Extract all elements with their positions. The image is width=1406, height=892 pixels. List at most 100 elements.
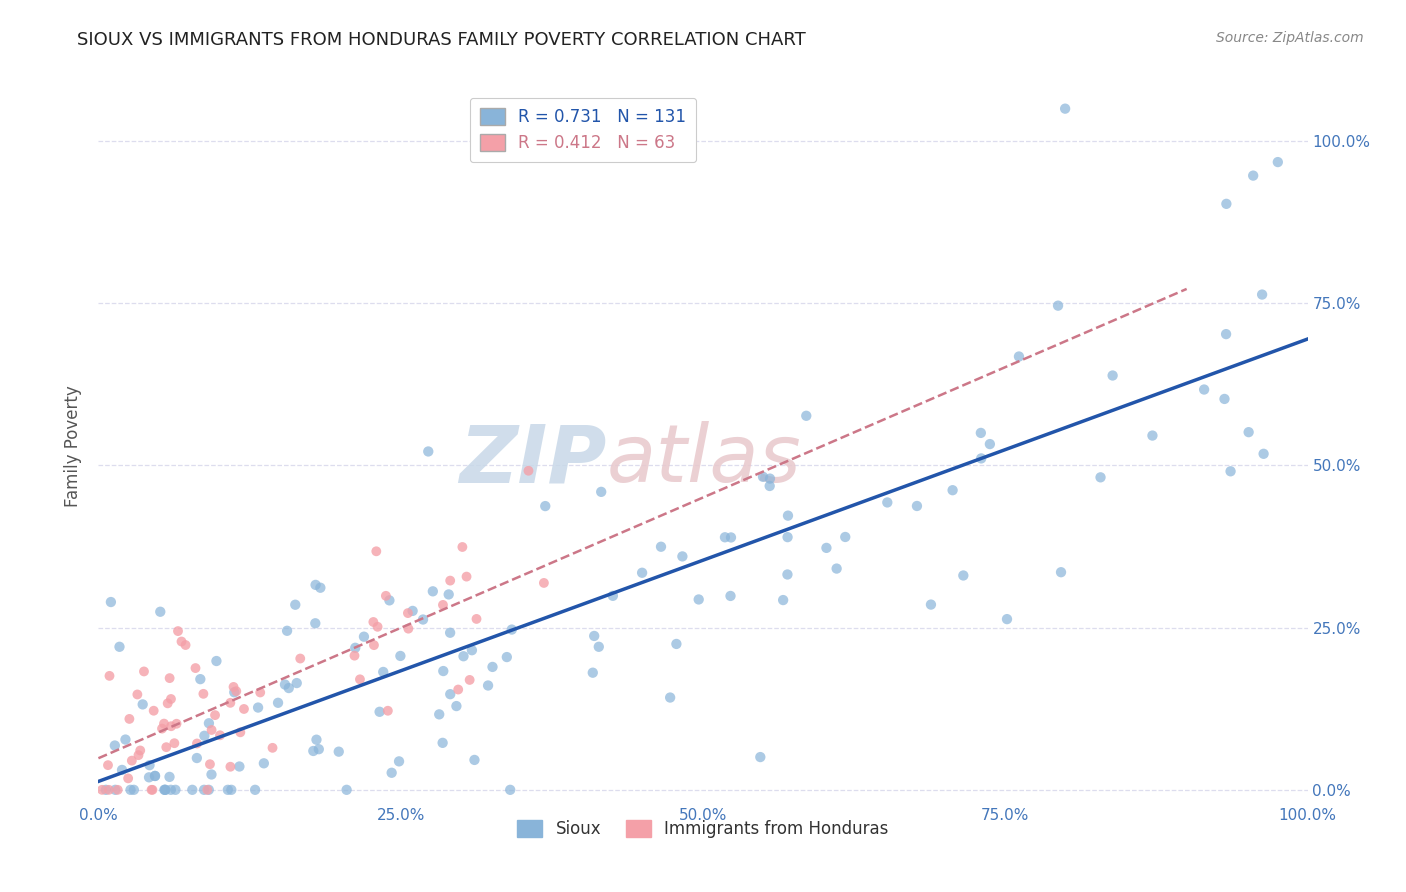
Point (583, 629, 606, 643)
Point (138, 758, 160, 772)
Point (481, 660, 503, 674)
Point (461, 643, 484, 657)
Point (138, 770, 160, 784)
Point (153, 782, 176, 797)
Point (659, 690, 682, 705)
Text: Source: ZipAtlas.com: Source: ZipAtlas.com (1216, 31, 1364, 45)
Point (588, 640, 610, 654)
Point (141, 782, 163, 797)
Point (1054, 102, 1077, 116)
Point (1047, 299, 1070, 313)
Point (772, 593, 794, 607)
Point (477, 678, 499, 692)
Point (290, 651, 312, 665)
Point (159, 671, 181, 685)
Point (274, 677, 297, 691)
Point (1192, 383, 1215, 397)
Point (1213, 392, 1236, 406)
Point (120, 782, 142, 797)
Point (121, 754, 143, 768)
Point (377, 704, 399, 718)
Point (114, 732, 136, 747)
Point (262, 740, 284, 755)
Point (447, 682, 470, 697)
Y-axis label: Family Poverty: Family Poverty (65, 385, 83, 507)
Point (451, 540, 474, 554)
Point (671, 549, 693, 564)
Point (714, 530, 737, 544)
Point (193, 687, 215, 701)
Point (517, 464, 540, 478)
Point (153, 782, 176, 797)
Point (752, 470, 775, 484)
Point (143, 769, 166, 783)
Point (284, 598, 307, 612)
Point (97, 782, 120, 797)
Point (104, 739, 127, 753)
Point (170, 634, 193, 648)
Point (353, 630, 375, 644)
Point (776, 567, 799, 582)
Point (439, 625, 461, 640)
Point (100, 595, 122, 609)
Point (979, 437, 1001, 451)
Point (427, 707, 450, 722)
Point (193, 729, 215, 743)
Point (422, 584, 444, 599)
Point (155, 782, 177, 797)
Point (453, 649, 475, 664)
Legend: Sioux, Immigrants from Honduras: Sioux, Immigrants from Honduras (510, 813, 896, 845)
Point (1008, 350, 1031, 364)
Point (186, 737, 208, 751)
Point (118, 712, 141, 726)
Point (970, 425, 993, 440)
Point (759, 472, 782, 486)
Point (166, 716, 188, 731)
Point (363, 615, 385, 629)
Point (193, 782, 215, 797)
Point (200, 723, 222, 737)
Point (876, 495, 898, 509)
Point (1050, 565, 1073, 579)
Point (132, 665, 155, 679)
Point (127, 748, 149, 763)
Point (432, 598, 454, 612)
Point (1215, 197, 1237, 211)
Point (160, 719, 183, 733)
Point (308, 742, 330, 756)
Point (127, 688, 149, 702)
Point (107, 782, 129, 797)
Point (995, 612, 1018, 626)
Point (198, 716, 221, 731)
Point (631, 566, 654, 580)
Point (534, 499, 557, 513)
Point (418, 444, 440, 458)
Point (432, 736, 454, 750)
Point (233, 702, 256, 716)
Point (366, 544, 388, 558)
Point (1219, 464, 1241, 478)
Point (1267, 155, 1289, 169)
Point (228, 759, 250, 773)
Point (720, 589, 742, 603)
Point (396, 606, 419, 620)
Point (446, 699, 468, 714)
Point (437, 587, 460, 601)
Text: SIOUX VS IMMIGRANTS FROM HONDURAS FAMILY POVERTY CORRELATION CHART: SIOUX VS IMMIGRANTS FROM HONDURAS FAMILY… (77, 31, 806, 49)
Point (276, 624, 298, 638)
Point (749, 750, 772, 764)
Point (97, 758, 120, 772)
Point (98, 669, 121, 683)
Point (111, 763, 134, 777)
Point (834, 530, 856, 544)
Point (142, 704, 165, 718)
Point (141, 782, 163, 797)
Point (197, 782, 219, 797)
Point (159, 770, 181, 784)
Point (163, 736, 186, 750)
Point (389, 648, 412, 663)
Point (650, 540, 672, 554)
Point (905, 499, 928, 513)
Point (1090, 470, 1112, 484)
Point (117, 772, 139, 786)
